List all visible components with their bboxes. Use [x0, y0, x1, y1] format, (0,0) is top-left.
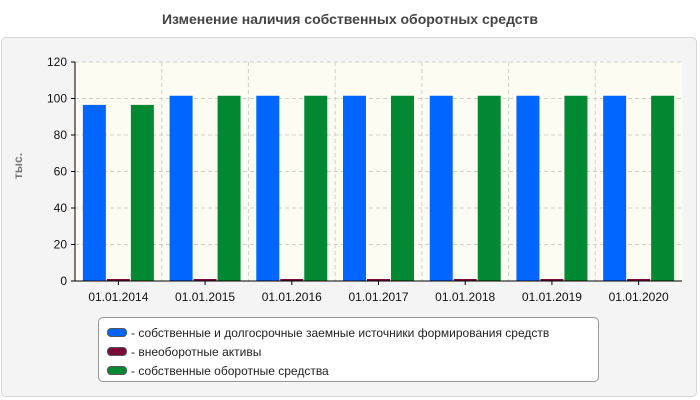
bar-s2-01.01.2014 [106, 279, 130, 281]
bar-s2-01.01.2017 [367, 279, 390, 281]
legend-swatch [107, 328, 127, 337]
y-tick-label: 120 [47, 55, 67, 69]
chart-title: Изменение наличия собственных оборотных … [161, 11, 539, 27]
x-tick-label: 01.01.2015 [175, 290, 235, 304]
bar-s1-01.01.2018 [429, 95, 453, 281]
legend-swatch [107, 347, 127, 356]
legend-swatch [107, 366, 127, 375]
legend-label: - внеоборотные активы [131, 344, 262, 359]
bars [82, 95, 675, 281]
legend-label: - собственные оборотные средства [131, 363, 329, 378]
x-tick-label: 01.01.2016 [262, 290, 322, 304]
y-tick-label: 20 [54, 238, 68, 252]
bar-s2-01.01.2020 [627, 279, 651, 281]
bar-s3-01.01.2015 [217, 95, 241, 281]
y-tick-label: 60 [54, 165, 68, 179]
bar-s2-01.01.2015 [193, 279, 217, 281]
x-axis-ticks: 01.01.2014 01.01.2015 01.01.2016 01.01.2017… [88, 281, 669, 304]
legend-item: - собственные оборотные средства [107, 361, 598, 380]
x-tick-label: 01.01.2019 [522, 290, 582, 304]
y-axis-ticks: 0 20 40 60 80 100 120 [47, 55, 75, 288]
x-tick-label: 01.01.2018 [435, 290, 495, 304]
bar-s3-01.01.2019 [564, 95, 588, 281]
bar-s1-01.01.2020 [603, 95, 627, 281]
bar-s3-01.01.2017 [391, 95, 414, 281]
bar-s1-01.01.2015 [169, 95, 193, 281]
legend-item: - внеоборотные активы [107, 342, 598, 361]
y-tick-label: 100 [47, 92, 67, 106]
bar-s1-01.01.2017 [343, 95, 366, 281]
bar-s3-01.01.2014 [130, 104, 154, 281]
legend: - собственные и долгосрочные заемные ист… [98, 317, 599, 382]
bar-s2-01.01.2016 [280, 279, 304, 281]
bar-s1-01.01.2014 [82, 104, 106, 281]
x-tick-label: 01.01.2014 [88, 290, 148, 304]
bar-s1-01.01.2016 [256, 95, 280, 281]
bar-s2-01.01.2019 [540, 279, 564, 281]
y-tick-label: 0 [60, 274, 67, 288]
legend-item: - собственные и долгосрочные заемные ист… [107, 323, 598, 342]
x-tick-label: 01.01.2020 [609, 290, 669, 304]
x-tick-label: 01.01.2017 [348, 290, 408, 304]
y-axis-label: тыс. [11, 153, 25, 179]
legend-label: - собственные и долгосрочные заемные ист… [131, 325, 550, 340]
bar-s3-01.01.2016 [304, 95, 328, 281]
bar-s3-01.01.2018 [477, 95, 501, 281]
bar-s1-01.01.2019 [516, 95, 540, 281]
y-tick-label: 40 [54, 201, 68, 215]
y-tick-label: 80 [54, 128, 68, 142]
bar-s3-01.01.2020 [651, 95, 675, 281]
bar-s2-01.01.2018 [453, 279, 477, 281]
